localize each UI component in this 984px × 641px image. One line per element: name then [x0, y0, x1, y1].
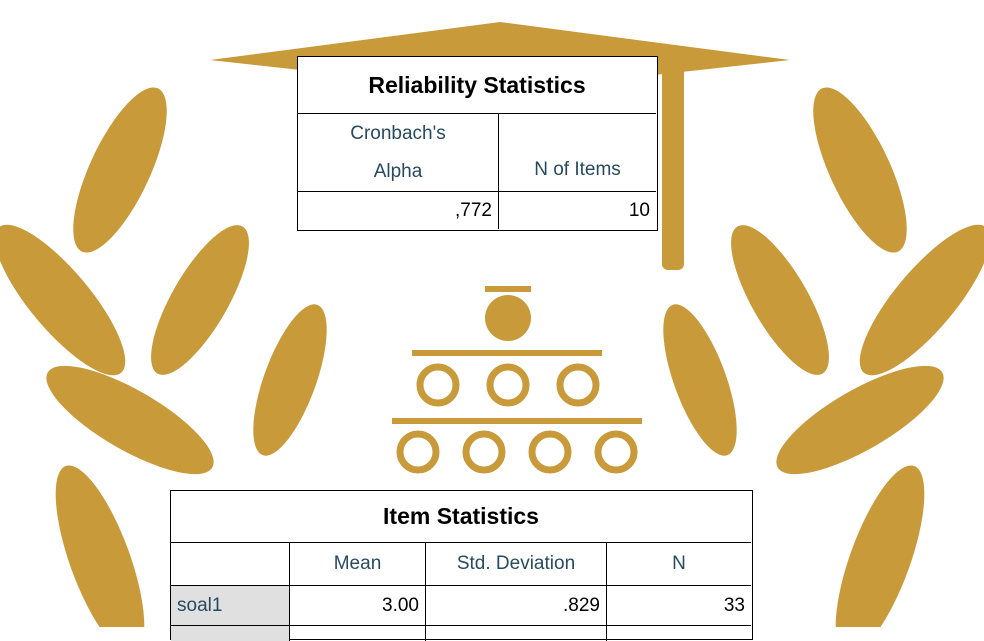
- column-header: N of Items: [498, 113, 656, 191]
- row-label: [171, 625, 289, 641]
- leaf: [795, 76, 925, 264]
- leaf: [648, 296, 752, 464]
- ring: [400, 434, 436, 470]
- cell: [606, 625, 751, 641]
- bar: [412, 350, 602, 356]
- column-header: Mean: [289, 542, 425, 585]
- empty-cell: [171, 542, 289, 585]
- ring: [532, 434, 568, 470]
- column-header: Cronbach's Alpha: [298, 113, 498, 191]
- leaf: [818, 456, 943, 627]
- cell: 3.00: [289, 585, 425, 625]
- ring: [490, 367, 526, 403]
- leaf: [713, 212, 846, 387]
- table-title: Item Statistics: [171, 491, 751, 542]
- leaf: [841, 208, 984, 392]
- ring: [560, 367, 596, 403]
- cell: 33: [606, 585, 751, 625]
- cell: [289, 625, 425, 641]
- reliability-table: Reliability Statistics Cronbach's Alpha …: [297, 56, 658, 231]
- bar: [485, 286, 531, 292]
- page: Reliability Statistics Cronbach's Alpha …: [0, 0, 984, 627]
- leaf: [763, 347, 958, 494]
- dot: [485, 295, 531, 341]
- leaf: [38, 456, 163, 627]
- cell: [425, 625, 606, 641]
- ring: [466, 434, 502, 470]
- bar: [392, 418, 642, 424]
- column-header: N: [606, 542, 751, 585]
- cell: ,772: [298, 191, 498, 229]
- leaf: [133, 212, 266, 387]
- item-table: Item Statistics Mean Std. Deviation N so…: [170, 490, 753, 640]
- cell: 10: [498, 191, 656, 229]
- tassel: [662, 60, 684, 270]
- row-label: soal1: [171, 585, 289, 625]
- ring: [420, 367, 456, 403]
- cell: .829: [425, 585, 606, 625]
- column-header: Std. Deviation: [425, 542, 606, 585]
- table-title: Reliability Statistics: [298, 57, 656, 113]
- ring: [598, 434, 634, 470]
- leaf: [0, 208, 144, 392]
- leaf: [55, 76, 185, 264]
- leaf: [238, 296, 342, 464]
